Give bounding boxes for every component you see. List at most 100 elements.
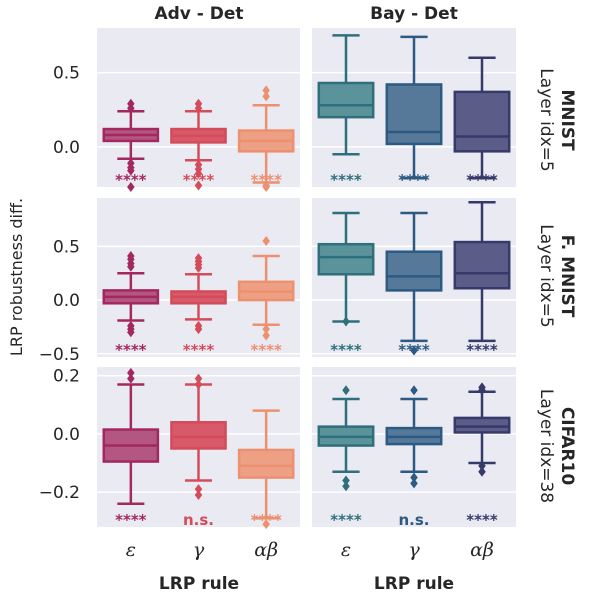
box-αβ: **** — [237, 409, 295, 530]
flier-point — [342, 316, 350, 327]
y-tick-label: 0.2 — [53, 367, 80, 387]
flier-point — [127, 182, 135, 192]
row-title-fmnist-dataset: F. MNIST — [557, 235, 577, 318]
significance-label: n.s. — [398, 511, 429, 529]
row-title-cifar10: CIFAR10 Layer idx=38 — [536, 389, 577, 503]
y-tick-label: 0.5 — [53, 64, 80, 84]
flier-point — [478, 460, 486, 471]
flier-point — [262, 91, 270, 102]
panel-r0-c0: **** **** **** — [102, 85, 295, 192]
x-tick-label-1: γ — [193, 539, 205, 561]
significance-label: **** — [466, 341, 498, 359]
box-γ: n.s. — [385, 385, 443, 529]
y-tick-label: 0.0 — [53, 425, 80, 445]
box-γ: **** — [170, 253, 227, 359]
box-ε: **** — [317, 211, 375, 359]
significance-label: **** — [250, 171, 282, 189]
significance-label: **** — [330, 171, 362, 189]
significance-label: **** — [115, 341, 147, 359]
box-γ: **** — [385, 211, 443, 359]
y-tick-label: −0.5 — [39, 345, 80, 365]
flier-point — [194, 168, 203, 179]
significance-label: **** — [183, 341, 215, 359]
box-iqr — [385, 83, 443, 146]
box-αβ: **** — [237, 235, 295, 359]
row-title-cifar10-dataset: CIFAR10 — [557, 407, 577, 486]
box-γ: **** — [170, 98, 227, 191]
x-tick-label-0: ε — [341, 539, 351, 561]
flier-point — [410, 345, 418, 356]
flier-point — [342, 481, 350, 492]
flier-point — [194, 180, 203, 191]
box-ε: **** — [102, 367, 160, 529]
box-iqr — [317, 81, 375, 119]
x-tick-label-1: γ — [408, 539, 420, 561]
panel-r2-c0: **** n.s. **** — [102, 367, 295, 530]
box-iqr — [170, 421, 227, 450]
significance-label: **** — [466, 511, 498, 529]
flier-point — [262, 330, 270, 341]
box-αβ: **** — [453, 56, 511, 189]
panel-r1-c0: **** **** **** — [102, 235, 295, 359]
column-title-bay-det: Bay - Det — [370, 4, 458, 24]
significance-label: **** — [330, 341, 362, 359]
box-γ: n.s. — [170, 373, 227, 529]
box-ε: **** — [102, 98, 160, 192]
y-tick-label: 0.0 — [53, 138, 80, 158]
panel-r2-c1: **** n.s. **** — [317, 382, 511, 529]
significance-label: **** — [250, 341, 282, 359]
flier-point — [127, 165, 135, 176]
significance-label: **** — [115, 511, 147, 529]
box-iqr — [385, 250, 443, 292]
x-axis-label-left: LRP rule — [159, 574, 239, 594]
flier-point — [262, 235, 270, 246]
panel-r1-c1: **** **** **** — [317, 201, 511, 359]
box-ε: **** — [317, 385, 375, 529]
y-tick-label: 0.5 — [53, 237, 80, 257]
column-title-adv-det: Adv - Det — [154, 4, 243, 24]
significance-label: **** — [466, 171, 498, 189]
flier-point — [262, 519, 270, 530]
row-title-fmnist-layer: Layer idx=5 — [536, 224, 556, 327]
flier-point — [127, 261, 135, 272]
flier-point — [410, 472, 418, 483]
flier-point — [127, 367, 135, 378]
panel-r0-c1: **** **** **** — [317, 34, 511, 189]
box-iqr — [453, 90, 511, 153]
box-ε: **** — [102, 251, 160, 359]
flier-point — [342, 475, 350, 486]
flier-point — [194, 373, 203, 384]
flier-point — [262, 324, 270, 335]
box-iqr — [453, 416, 511, 434]
flier-point — [194, 324, 203, 335]
significance-label: **** — [330, 511, 362, 529]
significance-label: **** — [183, 171, 215, 189]
row-title-cifar10-layer: Layer idx=38 — [536, 389, 556, 503]
flier-point — [194, 490, 203, 500]
flier-point — [342, 385, 350, 396]
significance-label: n.s. — [183, 511, 214, 529]
flier-point — [478, 466, 486, 477]
row-title-mnist: MNIST Layer idx=5 — [536, 68, 577, 171]
flier-point — [194, 262, 203, 273]
x-tick-label-2: αβ — [470, 539, 494, 561]
flier-point — [194, 379, 203, 390]
significance-label: **** — [398, 171, 430, 189]
row-title-mnist-dataset: MNIST — [557, 89, 577, 151]
x-tick-label-0: ε — [126, 539, 136, 561]
box-iqr — [237, 448, 295, 479]
significance-label: **** — [398, 341, 430, 359]
y-tick-label: 0.0 — [53, 291, 80, 311]
x-tick-label-2: αβ — [254, 539, 278, 561]
box-αβ: **** — [453, 201, 511, 359]
box-iqr — [453, 240, 511, 290]
y-axis-label: LRP robustness diff. — [7, 198, 26, 356]
flier-point — [410, 385, 418, 396]
plot-panels: 0.00.5−0.50.00.5−0.20.00.2**** **** **** **… — [39, 28, 516, 561]
significance-label: **** — [250, 511, 282, 529]
box-γ: **** — [385, 35, 443, 189]
significance-label: **** — [115, 171, 147, 189]
row-title-mnist-layer: Layer idx=5 — [536, 68, 556, 171]
flier-point — [478, 385, 486, 396]
